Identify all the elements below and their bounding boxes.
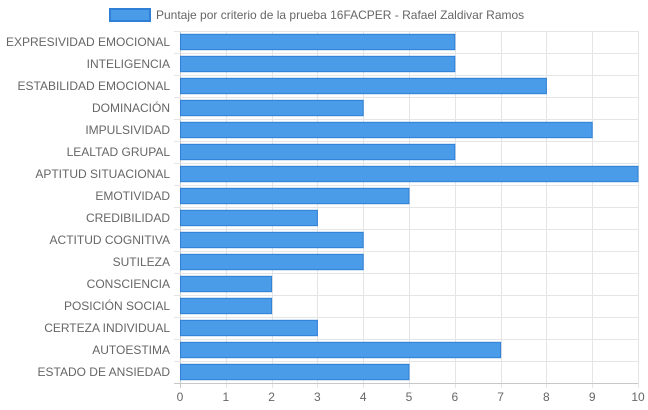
category-labels: EXPRESIVIDAD EMOCIONAL INTELIGENCIA ESTABI… <box>6 35 170 379</box>
bar[interactable] <box>180 99 364 117</box>
legend[interactable]: Puntaje por criterio de la prueba 16FACP… <box>109 8 524 22</box>
legend-label: Puntaje por criterio de la prueba 16FACP… <box>156 8 524 22</box>
category-label: AUTOESTIMA <box>92 343 170 357</box>
x-tick-label: 1 <box>222 390 229 404</box>
x-tick-label: 8 <box>543 390 550 404</box>
bar[interactable] <box>180 55 456 73</box>
legend-swatch <box>109 8 151 22</box>
bar[interactable] <box>180 253 364 271</box>
category-label: APTITUD SITUACIONAL <box>35 167 170 181</box>
category-label: ESTABILIDAD EMOCIONAL <box>18 79 171 93</box>
x-tick-labels: 0 1 2 3 4 5 6 7 8 9 10 <box>177 390 645 404</box>
x-tick-label: 10 <box>631 390 645 404</box>
category-label: EXPRESIVIDAD EMOCIONAL <box>6 35 170 49</box>
bar[interactable] <box>180 77 547 95</box>
category-label: SUTILEZA <box>113 255 170 269</box>
category-label: ESTADO DE ANSIEDAD <box>38 365 171 379</box>
bar[interactable] <box>180 341 502 359</box>
x-tick-label: 5 <box>406 390 413 404</box>
bar[interactable] <box>180 275 273 293</box>
x-tick-label: 9 <box>589 390 596 404</box>
bar[interactable] <box>180 363 410 381</box>
category-label: CERTEZA INDIVIDUAL <box>44 321 170 335</box>
x-tick-label: 0 <box>177 390 184 404</box>
x-tick-label: 3 <box>314 390 321 404</box>
category-label: EMOTIVIDAD <box>95 189 170 203</box>
bar[interactable] <box>180 319 318 337</box>
category-label: CREDIBILIDAD <box>86 211 170 225</box>
bar[interactable] <box>180 297 273 315</box>
x-tick-label: 4 <box>360 390 367 404</box>
category-label: IMPULSIVIDAD <box>85 123 170 137</box>
bars <box>180 33 639 381</box>
category-label: LEALTAD GRUPAL <box>67 145 171 159</box>
bar[interactable] <box>180 165 639 183</box>
category-label: ACTITUD COGNITIVA <box>50 233 170 247</box>
category-label: DOMINACIÓN <box>92 100 170 115</box>
category-label: POSICIÓN SOCIAL <box>64 298 170 313</box>
bar[interactable] <box>180 33 456 51</box>
x-tick-label: 6 <box>451 390 458 404</box>
bar[interactable] <box>180 209 318 227</box>
bar[interactable] <box>180 231 364 249</box>
category-label: INTELIGENCIA <box>87 57 170 71</box>
bar[interactable] <box>180 187 410 205</box>
x-tick-label: 2 <box>268 390 275 404</box>
bar[interactable] <box>180 143 456 161</box>
category-label: CONSCIENCIA <box>87 277 170 291</box>
bar[interactable] <box>180 121 593 139</box>
x-tick-label: 7 <box>497 390 504 404</box>
